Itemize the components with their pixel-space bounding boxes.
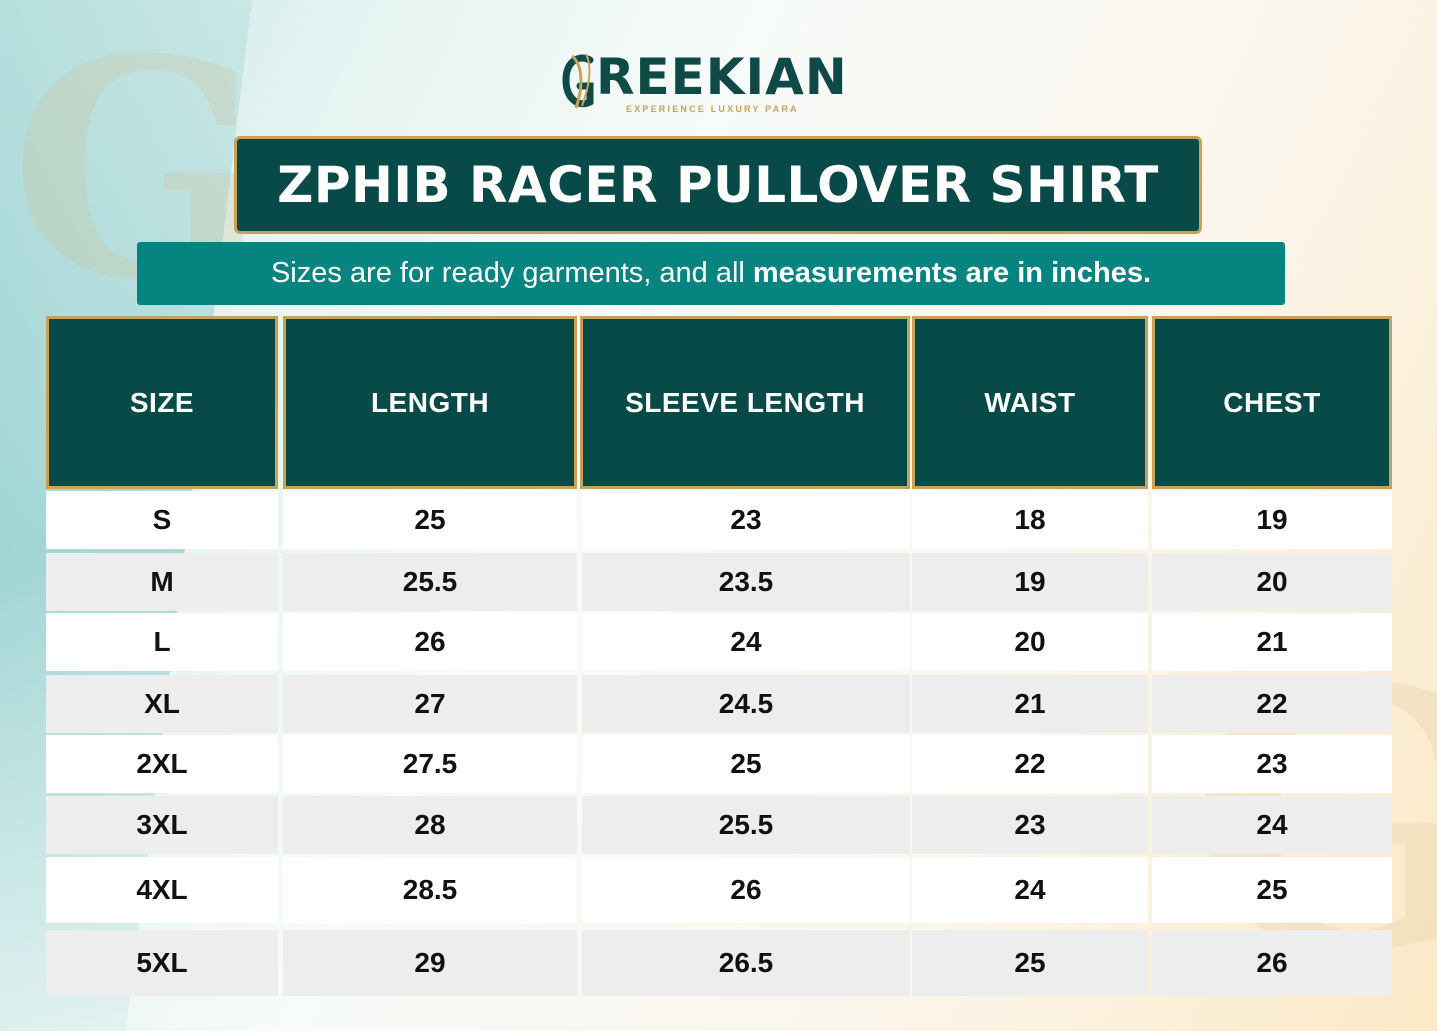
cell-size: 5XL bbox=[46, 930, 278, 996]
cell-waist: 18 bbox=[912, 491, 1148, 549]
page-title: ZPHIB RACER PULLOVER SHIRT bbox=[277, 156, 1159, 214]
cell-sleeve-length: 24.5 bbox=[582, 675, 910, 733]
cell-length: 25.5 bbox=[283, 553, 577, 611]
cell-sleeve-length: 23.5 bbox=[582, 553, 910, 611]
cell-sleeve-length: 25.5 bbox=[582, 796, 910, 854]
cell-sleeve-length: 26.5 bbox=[582, 930, 910, 996]
cell-chest: 20 bbox=[1152, 553, 1392, 611]
cell-length: 27.5 bbox=[283, 735, 577, 793]
cell-chest: 22 bbox=[1152, 675, 1392, 733]
header-size: SIZE bbox=[46, 316, 278, 489]
cell-sleeve-length: 25 bbox=[582, 735, 910, 793]
cell-size: XL bbox=[46, 675, 278, 733]
title-banner: ZPHIB RACER PULLOVER SHIRT bbox=[234, 136, 1202, 234]
cell-length: 28.5 bbox=[283, 857, 577, 923]
brand-tagline: EXPERIENCE LUXURY PARA bbox=[626, 104, 799, 114]
subtitle-regular: Sizes are for ready garments, and all bbox=[270, 257, 745, 289]
cell-chest: 23 bbox=[1152, 735, 1392, 793]
cell-waist: 21 bbox=[912, 675, 1148, 733]
table-row: L 26 24 20 21 bbox=[46, 613, 1392, 671]
header-waist: WAIST bbox=[912, 316, 1148, 489]
header-sleeve-length: SLEEVE LENGTH bbox=[580, 316, 910, 489]
table-row: S 25 23 18 19 bbox=[46, 491, 1392, 549]
brand-name: REEKIAN bbox=[596, 48, 848, 106]
cell-chest: 21 bbox=[1152, 613, 1392, 671]
cell-sleeve-length: 23 bbox=[582, 491, 910, 549]
cell-waist: 25 bbox=[912, 930, 1148, 996]
table-row: 3XL 28 25.5 23 24 bbox=[46, 796, 1392, 854]
cell-length: 25 bbox=[283, 491, 577, 549]
cell-size: 3XL bbox=[46, 796, 278, 854]
brand-logo: REEKIAN EXPERIENCE LUXURY PARA bbox=[560, 46, 880, 126]
cell-size: 2XL bbox=[46, 735, 278, 793]
table-row: 5XL 29 26.5 25 26 bbox=[46, 930, 1392, 996]
cell-chest: 19 bbox=[1152, 491, 1392, 549]
cell-waist: 23 bbox=[912, 796, 1148, 854]
table-row: M 25.5 23.5 19 20 bbox=[46, 553, 1392, 611]
header-length: LENGTH bbox=[283, 316, 577, 489]
cell-length: 29 bbox=[283, 930, 577, 996]
table-row: 2XL 27.5 25 22 23 bbox=[46, 735, 1392, 793]
cell-waist: 19 bbox=[912, 553, 1148, 611]
subtitle-banner: Sizes are for ready garments, and all me… bbox=[137, 242, 1285, 305]
cell-length: 26 bbox=[283, 613, 577, 671]
cell-chest: 26 bbox=[1152, 930, 1392, 996]
cell-waist: 24 bbox=[912, 857, 1148, 923]
cell-chest: 25 bbox=[1152, 857, 1392, 923]
table-row: XL 27 24.5 21 22 bbox=[46, 675, 1392, 733]
cell-waist: 22 bbox=[912, 735, 1148, 793]
cell-size: M bbox=[46, 553, 278, 611]
cell-sleeve-length: 24 bbox=[582, 613, 910, 671]
cell-length: 28 bbox=[283, 796, 577, 854]
cell-size: 4XL bbox=[46, 857, 278, 923]
cell-waist: 20 bbox=[912, 613, 1148, 671]
table-row: 4XL 28.5 26 24 25 bbox=[46, 857, 1392, 923]
cell-length: 27 bbox=[283, 675, 577, 733]
header-chest: CHEST bbox=[1152, 316, 1392, 489]
cell-size: S bbox=[46, 491, 278, 549]
cell-size: L bbox=[46, 613, 278, 671]
logo-g-icon bbox=[562, 53, 594, 109]
cell-chest: 24 bbox=[1152, 796, 1392, 854]
subtitle-bold: measurements are in inches. bbox=[752, 257, 1152, 289]
cell-sleeve-length: 26 bbox=[582, 857, 910, 923]
